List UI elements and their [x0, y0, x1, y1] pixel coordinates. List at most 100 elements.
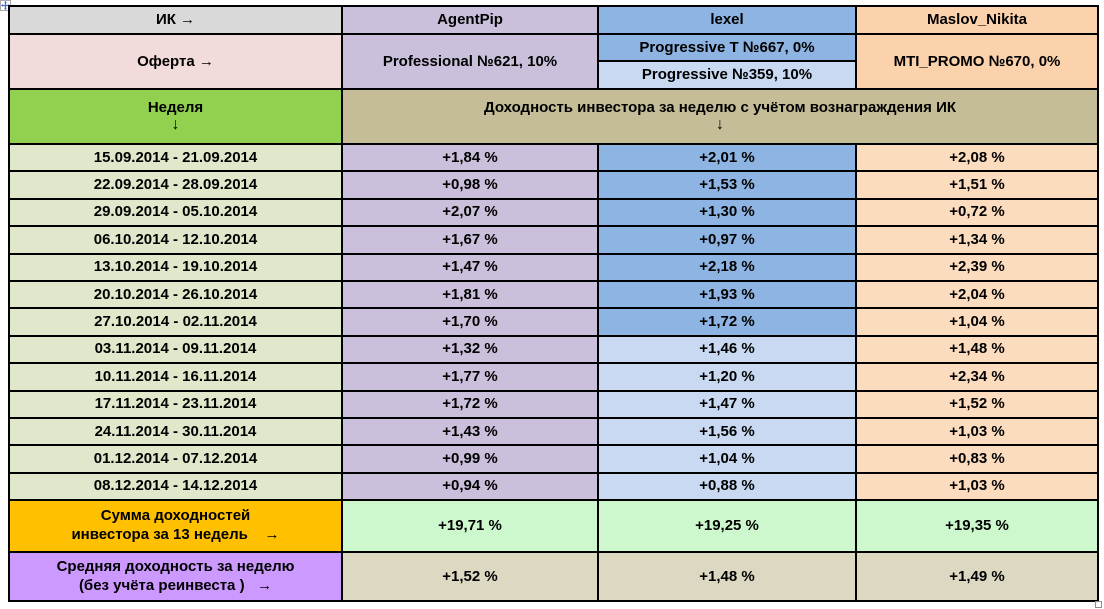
sum-row: Сумма доходностей инвестора за 13 недель… — [8, 499, 1099, 554]
investor-returns-table: ИК → AgentPip lexel Maslov_Nikita Оферта… — [8, 5, 1099, 603]
maslov-return-cell[interactable]: +2,08 % — [855, 142, 1099, 173]
maslov-return-cell[interactable]: +1,03 % — [855, 416, 1099, 447]
lexel-return-cell[interactable]: +0,88 % — [597, 471, 857, 502]
lexel-return-cell[interactable]: +1,93 % — [597, 279, 857, 310]
maslov-return-cell[interactable]: +0,72 % — [855, 197, 1099, 228]
week-row: 24.11.2014 - 30.11.2014 +1,43 % +1,56 % … — [8, 416, 1099, 447]
agentpip-return-cell[interactable]: +1,70 % — [341, 307, 599, 337]
average-label-line1: Средняя доходность за неделю — [56, 557, 295, 575]
company-maslov-cell[interactable]: Maslov_Nikita — [855, 5, 1099, 35]
table-resize-handle[interactable] — [1095, 601, 1102, 608]
agentpip-return-cell[interactable]: +1,72 % — [341, 389, 599, 419]
offer-lexel-top-cell[interactable]: Progressive T №667, 0% — [597, 33, 857, 62]
average-agentpip-cell[interactable]: +1,52 % — [341, 551, 599, 603]
down-arrow-icon: ↓ — [716, 116, 724, 134]
week-header-label: Неделя — [147, 98, 204, 116]
sum-agentpip-cell[interactable]: +19,71 % — [341, 499, 599, 554]
agentpip-return-cell[interactable]: +1,32 % — [341, 334, 599, 365]
week-row: 03.11.2014 - 09.11.2014 +1,32 % +1,46 % … — [8, 334, 1099, 365]
week-period-cell[interactable]: 27.10.2014 - 02.11.2014 — [8, 307, 343, 337]
week-period-cell[interactable]: 01.12.2014 - 07.12.2014 — [8, 444, 343, 474]
lexel-return-cell[interactable]: +1,46 % — [597, 334, 857, 365]
week-row: 15.09.2014 - 21.09.2014 +1,84 % +2,01 % … — [8, 142, 1099, 173]
agentpip-return-cell[interactable]: +1,84 % — [341, 142, 599, 173]
week-period-cell[interactable]: 06.10.2014 - 12.10.2014 — [8, 225, 343, 255]
lexel-return-cell[interactable]: +1,20 % — [597, 362, 857, 392]
lexel-return-cell[interactable]: +1,72 % — [597, 307, 857, 337]
agentpip-return-cell[interactable]: +2,07 % — [341, 197, 599, 228]
offer-row: Оферта → Professional №621, 10% Progress… — [8, 33, 1099, 90]
down-arrow-icon: ↓ — [171, 116, 180, 134]
maslov-return-cell[interactable]: +1,52 % — [855, 389, 1099, 419]
sum-label-cell[interactable]: Сумма доходностей инвестора за 13 недель… — [8, 499, 343, 554]
lexel-return-cell[interactable]: +2,18 % — [597, 252, 857, 282]
sum-label-line1: Сумма доходностей — [100, 507, 251, 525]
week-row: 20.10.2014 - 26.10.2014 +1,81 % +1,93 % … — [8, 279, 1099, 310]
maslov-return-cell[interactable]: +2,39 % — [855, 252, 1099, 282]
week-row: 06.10.2014 - 12.10.2014 +1,67 % +0,97 % … — [8, 225, 1099, 255]
week-period-cell[interactable]: 17.11.2014 - 23.11.2014 — [8, 389, 343, 419]
week-period-cell[interactable]: 10.11.2014 - 16.11.2014 — [8, 362, 343, 392]
week-period-cell[interactable]: 29.09.2014 - 05.10.2014 — [8, 197, 343, 228]
week-period-cell[interactable]: 15.09.2014 - 21.09.2014 — [8, 142, 343, 173]
week-header-cell[interactable]: Неделя ↓ — [8, 88, 343, 145]
average-label-cell[interactable]: Средняя доходность за неделю (без учёта … — [8, 551, 343, 603]
maslov-return-cell[interactable]: +1,03 % — [855, 471, 1099, 502]
offer-maslov-cell[interactable]: MTI_PROMO №670, 0% — [855, 33, 1099, 90]
average-lexel-cell[interactable]: +1,48 % — [597, 551, 857, 603]
lexel-return-cell[interactable]: +1,53 % — [597, 170, 857, 200]
week-period-cell[interactable]: 08.12.2014 - 14.12.2014 — [8, 471, 343, 502]
week-row: 01.12.2014 - 07.12.2014 +0,99 % +1,04 % … — [8, 444, 1099, 474]
sum-label-line2: инвестора за 13 недель → — [71, 526, 280, 544]
lexel-return-cell[interactable]: +1,47 % — [597, 389, 857, 419]
agentpip-return-cell[interactable]: +1,47 % — [341, 252, 599, 282]
maslov-return-cell[interactable]: +1,48 % — [855, 334, 1099, 365]
agentpip-return-cell[interactable]: +1,77 % — [341, 362, 599, 392]
maslov-return-cell[interactable]: +1,51 % — [855, 170, 1099, 200]
maslov-return-cell[interactable]: +1,04 % — [855, 307, 1099, 337]
week-row: 10.11.2014 - 16.11.2014 +1,77 % +1,20 % … — [8, 362, 1099, 392]
sum-maslov-cell[interactable]: +19,35 % — [855, 499, 1099, 554]
lexel-return-cell[interactable]: +1,30 % — [597, 197, 857, 228]
four-way-arrow-icon — [1, 1, 10, 10]
agentpip-return-cell[interactable]: +1,67 % — [341, 225, 599, 255]
lexel-return-cell[interactable]: +2,01 % — [597, 142, 857, 173]
offer-row-second: Progressive №359, 10% — [9, 60, 1098, 90]
week-period-cell[interactable]: 24.11.2014 - 30.11.2014 — [8, 416, 343, 447]
average-label-line2: (без учёта реинвеста ) → — [78, 576, 273, 594]
average-row: Средняя доходность за неделю (без учёта … — [8, 551, 1099, 603]
column-header-row: Неделя ↓ Доходность инвестора за неделю … — [8, 88, 1099, 145]
week-period-cell[interactable]: 20.10.2014 - 26.10.2014 — [8, 279, 343, 310]
maslov-return-cell[interactable]: +2,34 % — [855, 362, 1099, 392]
agentpip-return-cell[interactable]: +0,94 % — [341, 471, 599, 502]
offer-lexel-bottom-cell[interactable]: Progressive №359, 10% — [597, 60, 857, 90]
company-agentpip-cell[interactable]: AgentPip — [341, 5, 599, 35]
lexel-return-cell[interactable]: +0,97 % — [597, 225, 857, 255]
week-row: 13.10.2014 - 19.10.2014 +1,47 % +2,18 % … — [8, 252, 1099, 282]
offer-header-cell[interactable]: Оферта → — [8, 33, 343, 90]
agentpip-return-cell[interactable]: +0,98 % — [341, 170, 599, 200]
week-row: 08.12.2014 - 14.12.2014 +0,94 % +0,88 % … — [8, 471, 1099, 502]
week-period-cell[interactable]: 22.09.2014 - 28.09.2014 — [8, 170, 343, 200]
agentpip-return-cell[interactable]: +0,99 % — [341, 444, 599, 474]
offer-agentpip-cell[interactable]: Professional №621, 10% — [341, 33, 599, 90]
ik-header-cell[interactable]: ИК → — [8, 5, 343, 35]
average-maslov-cell[interactable]: +1,49 % — [855, 551, 1099, 603]
week-row: 27.10.2014 - 02.11.2014 +1,70 % +1,72 % … — [8, 307, 1099, 337]
lexel-return-cell[interactable]: +1,56 % — [597, 416, 857, 447]
week-period-cell[interactable]: 03.11.2014 - 09.11.2014 — [8, 334, 343, 365]
company-lexel-cell[interactable]: lexel — [597, 5, 857, 35]
agentpip-return-cell[interactable]: +1,81 % — [341, 279, 599, 310]
maslov-return-cell[interactable]: +2,04 % — [855, 279, 1099, 310]
agentpip-return-cell[interactable]: +1,43 % — [341, 416, 599, 447]
week-period-cell[interactable]: 13.10.2014 - 19.10.2014 — [8, 252, 343, 282]
sum-lexel-cell[interactable]: +19,25 % — [597, 499, 857, 554]
week-row: 29.09.2014 - 05.10.2014 +2,07 % +1,30 % … — [8, 197, 1099, 228]
week-row: 22.09.2014 - 28.09.2014 +0,98 % +1,53 % … — [8, 170, 1099, 200]
maslov-return-cell[interactable]: +1,34 % — [855, 225, 1099, 255]
yield-header-cell[interactable]: Доходность инвестора за неделю с учётом … — [341, 88, 1099, 145]
maslov-return-cell[interactable]: +0,83 % — [855, 444, 1099, 474]
week-row: 17.11.2014 - 23.11.2014 +1,72 % +1,47 % … — [8, 389, 1099, 419]
lexel-return-cell[interactable]: +1,04 % — [597, 444, 857, 474]
